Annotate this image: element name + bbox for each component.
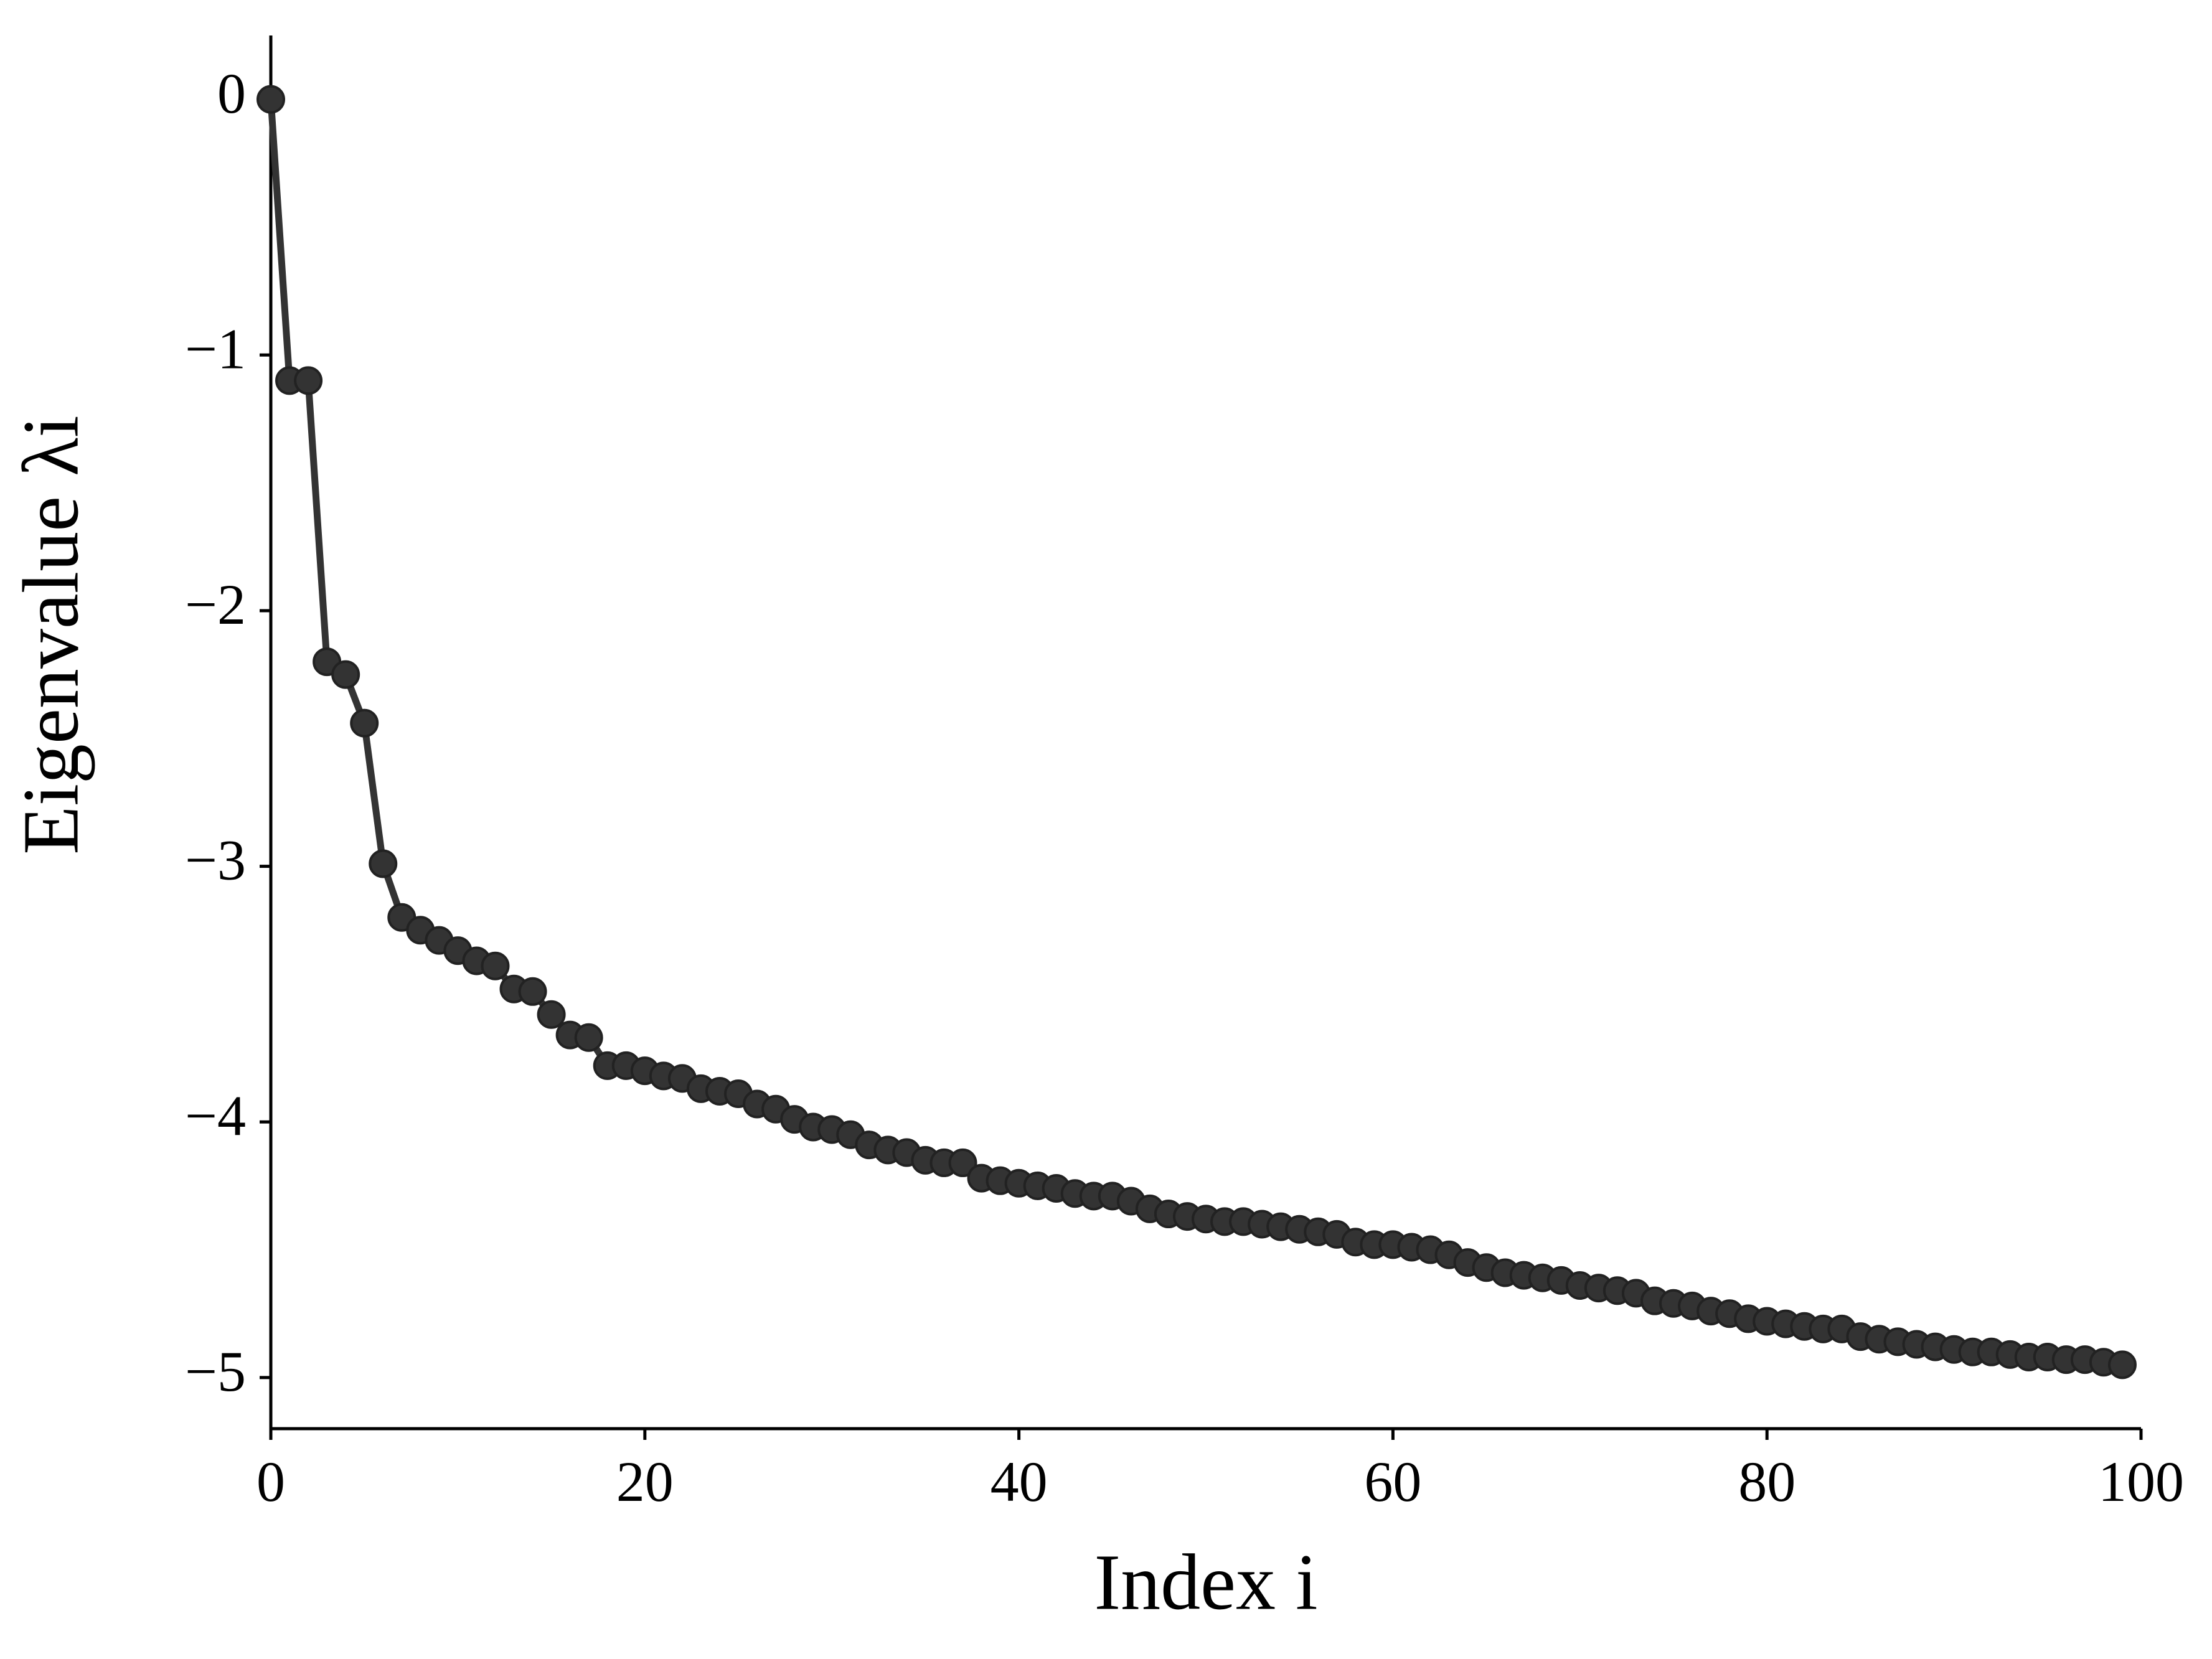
- point: [256, 85, 285, 114]
- point: [294, 366, 323, 395]
- x-axis-label: Index i: [1094, 1538, 1318, 1626]
- x-tick-label: 60: [1364, 1450, 1421, 1513]
- x-tick-label: 100: [2098, 1450, 2184, 1513]
- y-axis-label: Eigenvalue λi: [6, 415, 95, 854]
- y-tick-label: −2: [185, 573, 246, 636]
- point: [481, 951, 510, 980]
- y-tick-label: −4: [185, 1084, 246, 1147]
- x-tick-label: 80: [1738, 1450, 1795, 1513]
- x-tick-label: 0: [256, 1450, 285, 1513]
- point: [574, 1023, 603, 1052]
- series-line: [267, 99, 2123, 1368]
- point: [369, 849, 398, 878]
- y-tick-label: −5: [185, 1340, 246, 1403]
- x-tick-label: 20: [616, 1450, 674, 1513]
- point: [948, 1148, 977, 1177]
- point: [537, 1000, 566, 1029]
- y-tick-label: −1: [185, 317, 246, 380]
- y-tick-label: −3: [185, 829, 246, 892]
- point: [518, 977, 547, 1006]
- y-tick-label: 0: [217, 62, 246, 125]
- point: [2107, 1350, 2137, 1379]
- point: [331, 660, 360, 689]
- x-tick-label: 40: [991, 1450, 1048, 1513]
- point: [350, 708, 379, 738]
